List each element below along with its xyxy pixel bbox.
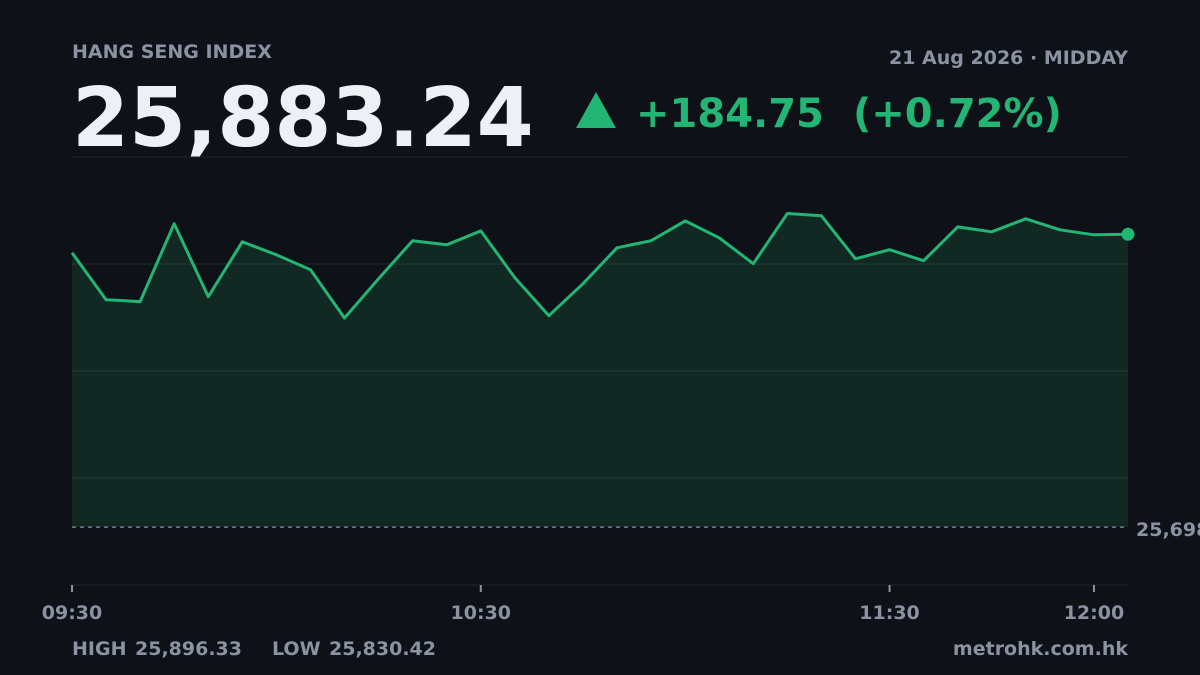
session: 21 Aug 2026 · MIDDAY <box>889 47 1128 69</box>
area <box>72 213 1128 528</box>
high-label: HIGH <box>72 638 126 660</box>
x-tick-label: 12:00 <box>1064 602 1124 624</box>
chart-title: HANG SENG INDEX <box>72 41 272 63</box>
low-value: 25,830.42 <box>329 638 436 660</box>
up-arrow <box>576 92 616 128</box>
high-value: 25,896.33 <box>135 638 242 660</box>
change: +184.75 <box>636 91 824 137</box>
last-price: 25,883.24 <box>72 71 534 166</box>
low-label: LOW <box>272 638 321 660</box>
last-point <box>1121 227 1135 241</box>
source: metrohk.com.hk <box>953 638 1128 660</box>
change-pct: (+0.72%) <box>853 91 1062 137</box>
x-tick-label: 09:30 <box>42 602 102 624</box>
price-line <box>70 212 1129 320</box>
x-tick-label: 10:30 <box>451 602 511 624</box>
baseline-label: 25,698 <box>1136 519 1200 541</box>
x-tick-label: 11:30 <box>859 602 919 624</box>
